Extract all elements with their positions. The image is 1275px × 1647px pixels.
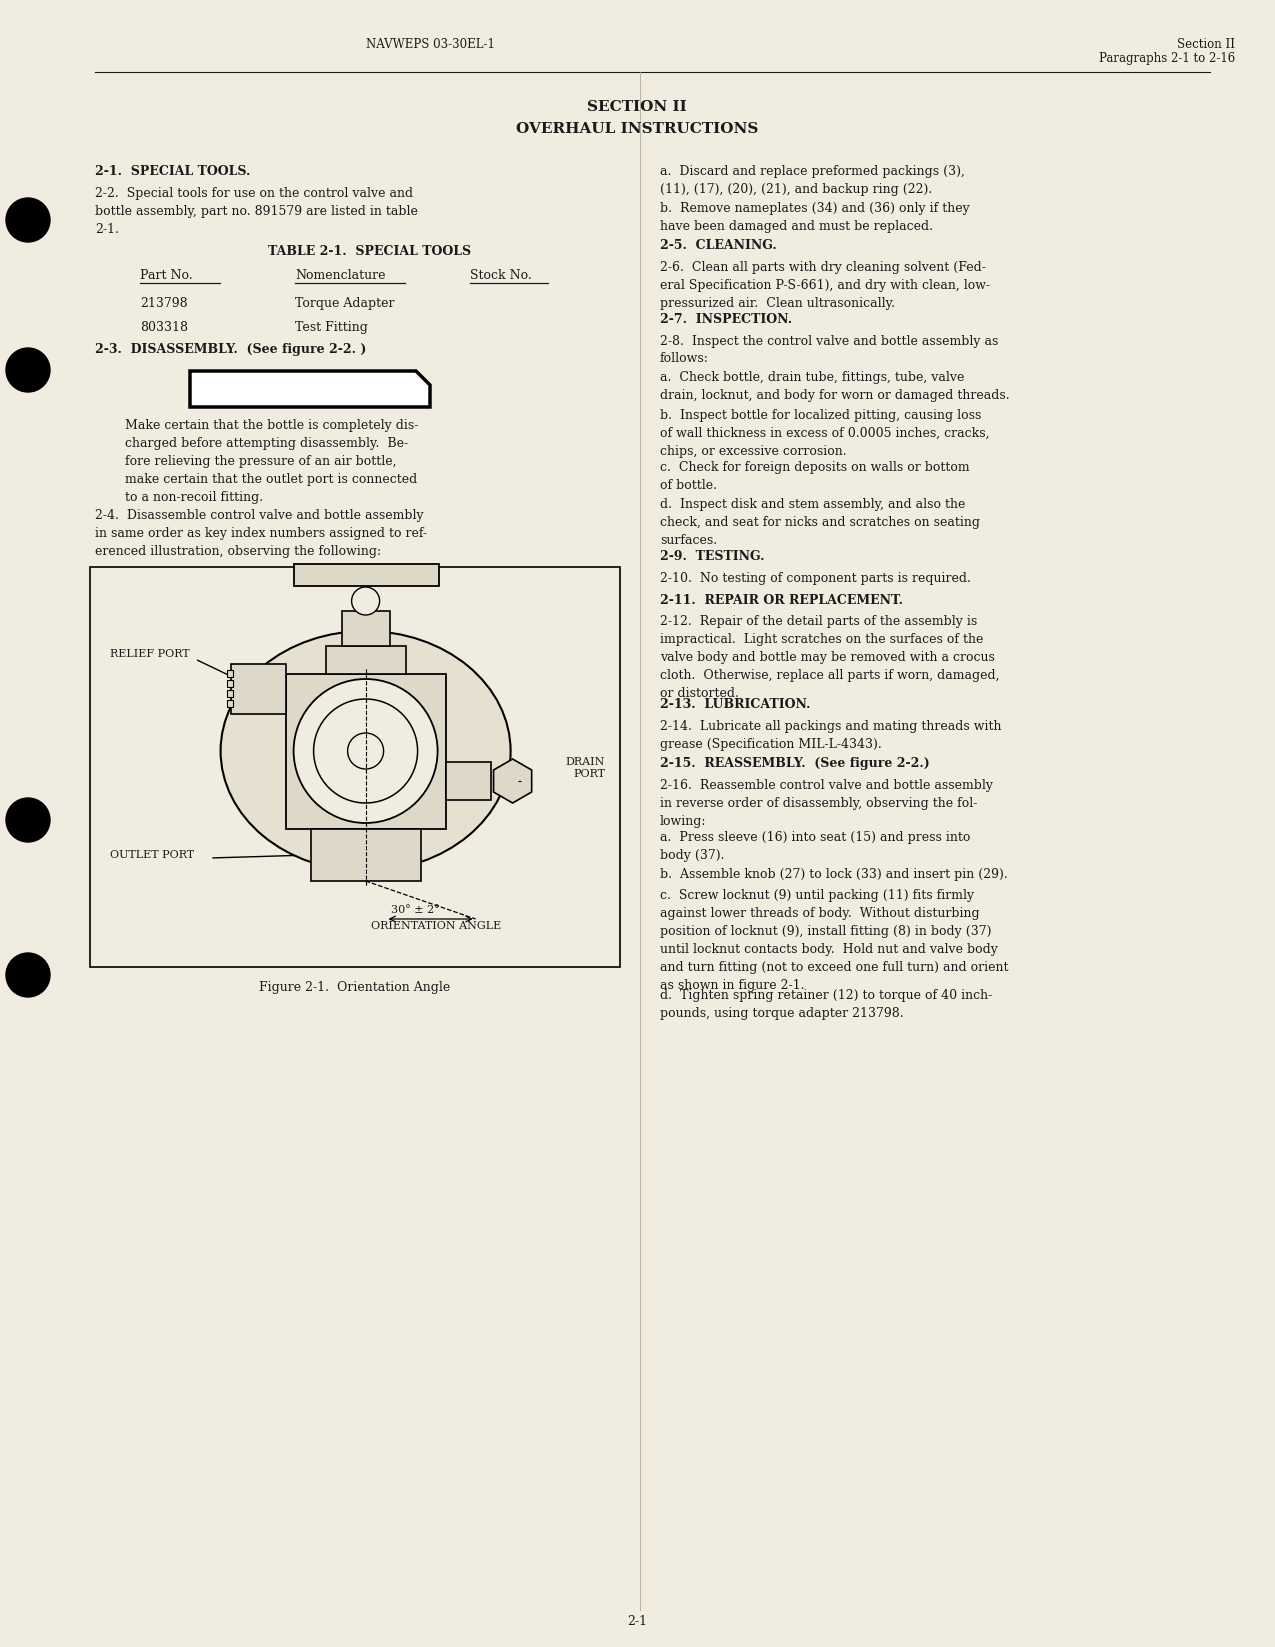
Bar [91,567,620,967]
Text: 2-6.  Clean all parts with dry cleaning solvent (Fed-
eral Specification P-S-661: 2-6. Clean all parts with dry cleaning s… [660,260,991,310]
Circle shape [293,679,437,824]
Circle shape [314,698,418,804]
Bar [342,611,390,646]
Text: ORIENTATION ANGLE: ORIENTATION ANGLE [371,921,501,931]
Polygon shape [493,759,532,804]
Text: 2-7.  INSPECTION.: 2-7. INSPECTION. [660,313,792,326]
Text: DRAIN
PORT: DRAIN PORT [566,758,606,779]
Bar [227,680,232,687]
Circle shape [6,198,50,242]
Text: 2-8.  Inspect the control valve and bottle assembly as
follows:: 2-8. Inspect the control valve and bottl… [660,334,998,366]
Bar [293,563,439,586]
Text: b.  Remove nameplates (34) and (36) only if they
have been damaged and must be r: b. Remove nameplates (34) and (36) only … [660,203,970,232]
Circle shape [352,586,380,614]
Text: Torque Adapter: Torque Adapter [295,296,394,310]
Text: c.  Screw locknut (9) until packing (11) fits firmly
against lower threads of bo: c. Screw locknut (9) until packing (11) … [660,889,1009,993]
Text: Paragraphs 2-1 to 2-16: Paragraphs 2-1 to 2-16 [1099,53,1235,64]
Bar [231,664,286,715]
Bar [325,646,405,674]
Text: 2-13.  LUBRICATION.: 2-13. LUBRICATION. [660,698,811,712]
Text: b.  Inspect bottle for localized pitting, causing loss
of wall thickness in exce: b. Inspect bottle for localized pitting,… [660,408,989,458]
Ellipse shape [221,631,510,871]
Circle shape [6,799,50,842]
Bar [227,700,232,707]
Text: b.  Assemble knob (27) to lock (33) and insert pin (29).: b. Assemble knob (27) to lock (33) and i… [660,868,1007,881]
Text: 2-2.  Special tools for use on the control valve and
bottle assembly, part no. 8: 2-2. Special tools for use on the contro… [96,188,418,236]
Text: SECTION II: SECTION II [586,100,687,114]
Text: 2-12.  Repair of the detail parts of the assembly is
impractical.  Light scratch: 2-12. Repair of the detail parts of the … [660,614,1000,700]
Text: Stock No.: Stock No. [470,268,532,282]
Text: 2-4.  Disassemble control valve and bottle assembly
in same order as key index n: 2-4. Disassemble control valve and bottl… [96,509,427,558]
Text: 2-1.  SPECIAL TOOLS.: 2-1. SPECIAL TOOLS. [96,165,250,178]
Text: 30° ± 2°: 30° ± 2° [390,904,440,916]
Text: Test Fitting: Test Fitting [295,321,368,334]
Text: 803318: 803318 [140,321,187,334]
Bar [286,674,445,828]
Text: 2-9.  TESTING.: 2-9. TESTING. [660,550,765,563]
Text: a.  Check bottle, drain tube, fittings, tube, valve
drain, locknut, and body for: a. Check bottle, drain tube, fittings, t… [660,372,1010,402]
Bar [227,670,232,677]
Text: 2-10.  No testing of component parts is required.: 2-10. No testing of component parts is r… [660,572,970,585]
Polygon shape [190,371,430,407]
Text: d.  Inspect disk and stem assembly, and also the
check, and seat for nicks and s: d. Inspect disk and stem assembly, and a… [660,497,980,547]
Text: Nomenclature: Nomenclature [295,268,385,282]
Text: a.  Press sleeve (16) into seat (15) and press into
body (37).: a. Press sleeve (16) into seat (15) and … [660,832,970,861]
Text: Figure 2-1.  Orientation Angle: Figure 2-1. Orientation Angle [259,982,450,995]
Text: a.  Discard and replace preformed packings (3),
(11), (17), (20), (21), and back: a. Discard and replace preformed packing… [660,165,965,196]
Text: 213798: 213798 [140,296,187,310]
Circle shape [6,348,50,392]
Text: 2-5.  CLEANING.: 2-5. CLEANING. [660,239,776,252]
Text: Part No.: Part No. [140,268,193,282]
Text: RELIEF PORT: RELIEF PORT [110,649,190,659]
Text: Section II: Section II [1177,38,1235,51]
Text: 2-15.  REASSEMBLY.  (See figure 2-2.): 2-15. REASSEMBLY. (See figure 2-2.) [660,758,929,771]
Text: 2-16.  Reassemble control valve and bottle assembly
in reverse order of disassem: 2-16. Reassemble control valve and bottl… [660,779,993,827]
Text: 2-14.  Lubricate all packings and mating threads with
grease (Specification MIL-: 2-14. Lubricate all packings and mating … [660,720,1001,751]
Text: OVERHAUL INSTRUCTIONS: OVERHAUL INSTRUCTIONS [516,122,759,137]
Text: TABLE 2-1.  SPECIAL TOOLS: TABLE 2-1. SPECIAL TOOLS [269,245,472,259]
Text: OUTLET PORT: OUTLET PORT [110,850,194,860]
Text: c.  Check for foreign deposits on walls or bottom
of bottle.: c. Check for foreign deposits on walls o… [660,461,969,492]
Circle shape [348,733,384,769]
Text: Make certain that the bottle is completely dis-
charged before attempting disass: Make certain that the bottle is complete… [125,418,418,504]
Bar [311,828,421,881]
Text: WARNING: WARNING [258,382,362,400]
Circle shape [6,954,50,996]
Bar [227,690,232,697]
Text: 2-3.  DISASSEMBLY.  (See figure 2-2. ): 2-3. DISASSEMBLY. (See figure 2-2. ) [96,343,366,356]
Text: 2-11.  REPAIR OR REPLACEMENT.: 2-11. REPAIR OR REPLACEMENT. [660,593,903,606]
Bar [445,763,491,800]
Text: d.  Tighten spring retainer (12) to torque of 40 inch-
pounds, using torque adap: d. Tighten spring retainer (12) to torqu… [660,988,992,1019]
Text: NAVWEPS 03-30EL-1: NAVWEPS 03-30EL-1 [366,38,495,51]
Text: 2-1: 2-1 [627,1616,646,1627]
